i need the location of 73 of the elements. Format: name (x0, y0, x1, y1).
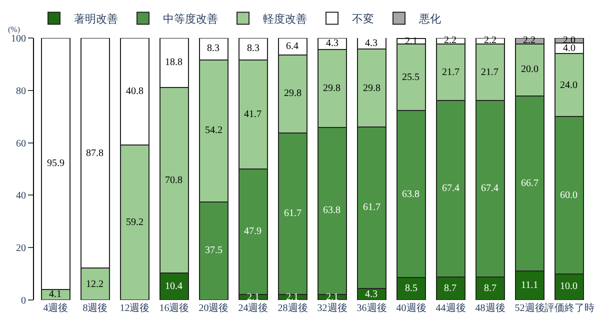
data-label: 2.1 (326, 292, 338, 303)
data-label: 4.3 (326, 38, 338, 49)
data-label: 29.8 (363, 83, 380, 94)
data-label: 66.7 (521, 178, 538, 189)
data-label: 24.0 (560, 80, 578, 91)
data-label: 4.3 (365, 289, 378, 300)
data-label: 8.5 (405, 283, 418, 294)
data-label: 2.2 (444, 35, 456, 46)
x-tick-label: 32週後 (317, 302, 348, 314)
legend-label: 著明改善 (74, 12, 118, 26)
x-tick-label: 4週後 (43, 302, 68, 314)
data-label: 63.8 (402, 189, 420, 200)
data-label: 20.0 (521, 64, 538, 75)
legend-label: 悪化 (418, 14, 441, 26)
x-tick-label: 12週後 (120, 302, 150, 314)
data-label: 70.8 (165, 175, 182, 186)
x-tick-label: 評価終了時 (544, 302, 594, 314)
data-label: 6.4 (286, 41, 298, 52)
x-tick-label: 36週後 (356, 302, 387, 314)
x-tick-label: 24週後 (238, 302, 268, 314)
data-label: 29.8 (284, 88, 302, 99)
data-label: 67.4 (442, 183, 460, 194)
data-label: 41.7 (244, 109, 262, 120)
data-label: 8.7 (484, 283, 496, 294)
data-label: 12.2 (86, 279, 104, 290)
x-tick-label: 20週後 (198, 302, 229, 314)
data-label: 11.1 (521, 280, 538, 291)
y-tick-label: 60 (16, 138, 26, 150)
x-tick-label: 52週後 (514, 302, 545, 314)
data-label: 61.7 (363, 202, 380, 213)
x-tick-label: 40週後 (396, 302, 426, 314)
y-axis-title: (%) (8, 25, 20, 34)
data-label: 2.1 (247, 292, 260, 303)
data-label: 10.4 (165, 281, 182, 292)
data-label: 25.5 (402, 72, 420, 83)
data-label: 67.4 (481, 183, 498, 194)
data-label: 2.2 (484, 35, 496, 46)
legend-label: 軽度改善 (263, 12, 307, 26)
data-label: 60.0 (560, 190, 578, 201)
x-tick-label: 8週後 (82, 302, 108, 314)
y-tick-label: 40 (16, 190, 26, 202)
y-tick-label: 100 (11, 34, 26, 44)
data-label: 8.3 (247, 43, 260, 54)
data-label: 8.3 (207, 43, 220, 54)
legend-label: 中等度改善 (163, 12, 218, 26)
data-label: 4.1 (49, 289, 62, 300)
data-label: 10.0 (560, 281, 578, 292)
data-label: 2.1 (286, 292, 298, 303)
data-label: 63.8 (323, 205, 340, 216)
legend-label: 不変 (352, 12, 374, 26)
data-label: 21.7 (481, 67, 498, 78)
x-tick-label: 16週後 (159, 302, 190, 314)
data-label: 87.8 (86, 148, 104, 159)
data-label: 59.2 (126, 217, 144, 228)
x-tick-label: 44週後 (436, 302, 466, 314)
data-label: 95.9 (47, 158, 64, 169)
data-label: 4.3 (365, 38, 378, 49)
data-label: 2.2 (523, 35, 536, 46)
x-tick-label: 28週後 (278, 302, 308, 314)
x-tick-label: 48週後 (475, 302, 506, 314)
y-tick-label: 80 (16, 86, 26, 97)
data-label: 21.7 (442, 67, 460, 78)
data-label: 47.9 (244, 226, 262, 237)
data-label: 37.5 (205, 245, 222, 256)
data-label: 29.8 (323, 83, 340, 94)
y-tick-label: 0 (21, 296, 26, 306)
data-label: 8.7 (444, 283, 456, 294)
data-label: 54.2 (205, 125, 222, 136)
y-tick-label: 20 (16, 243, 26, 254)
data-label: 40.8 (126, 86, 144, 97)
data-label: 18.8 (165, 57, 182, 68)
data-label: 4.0 (563, 43, 576, 54)
data-label: 61.7 (284, 208, 302, 219)
